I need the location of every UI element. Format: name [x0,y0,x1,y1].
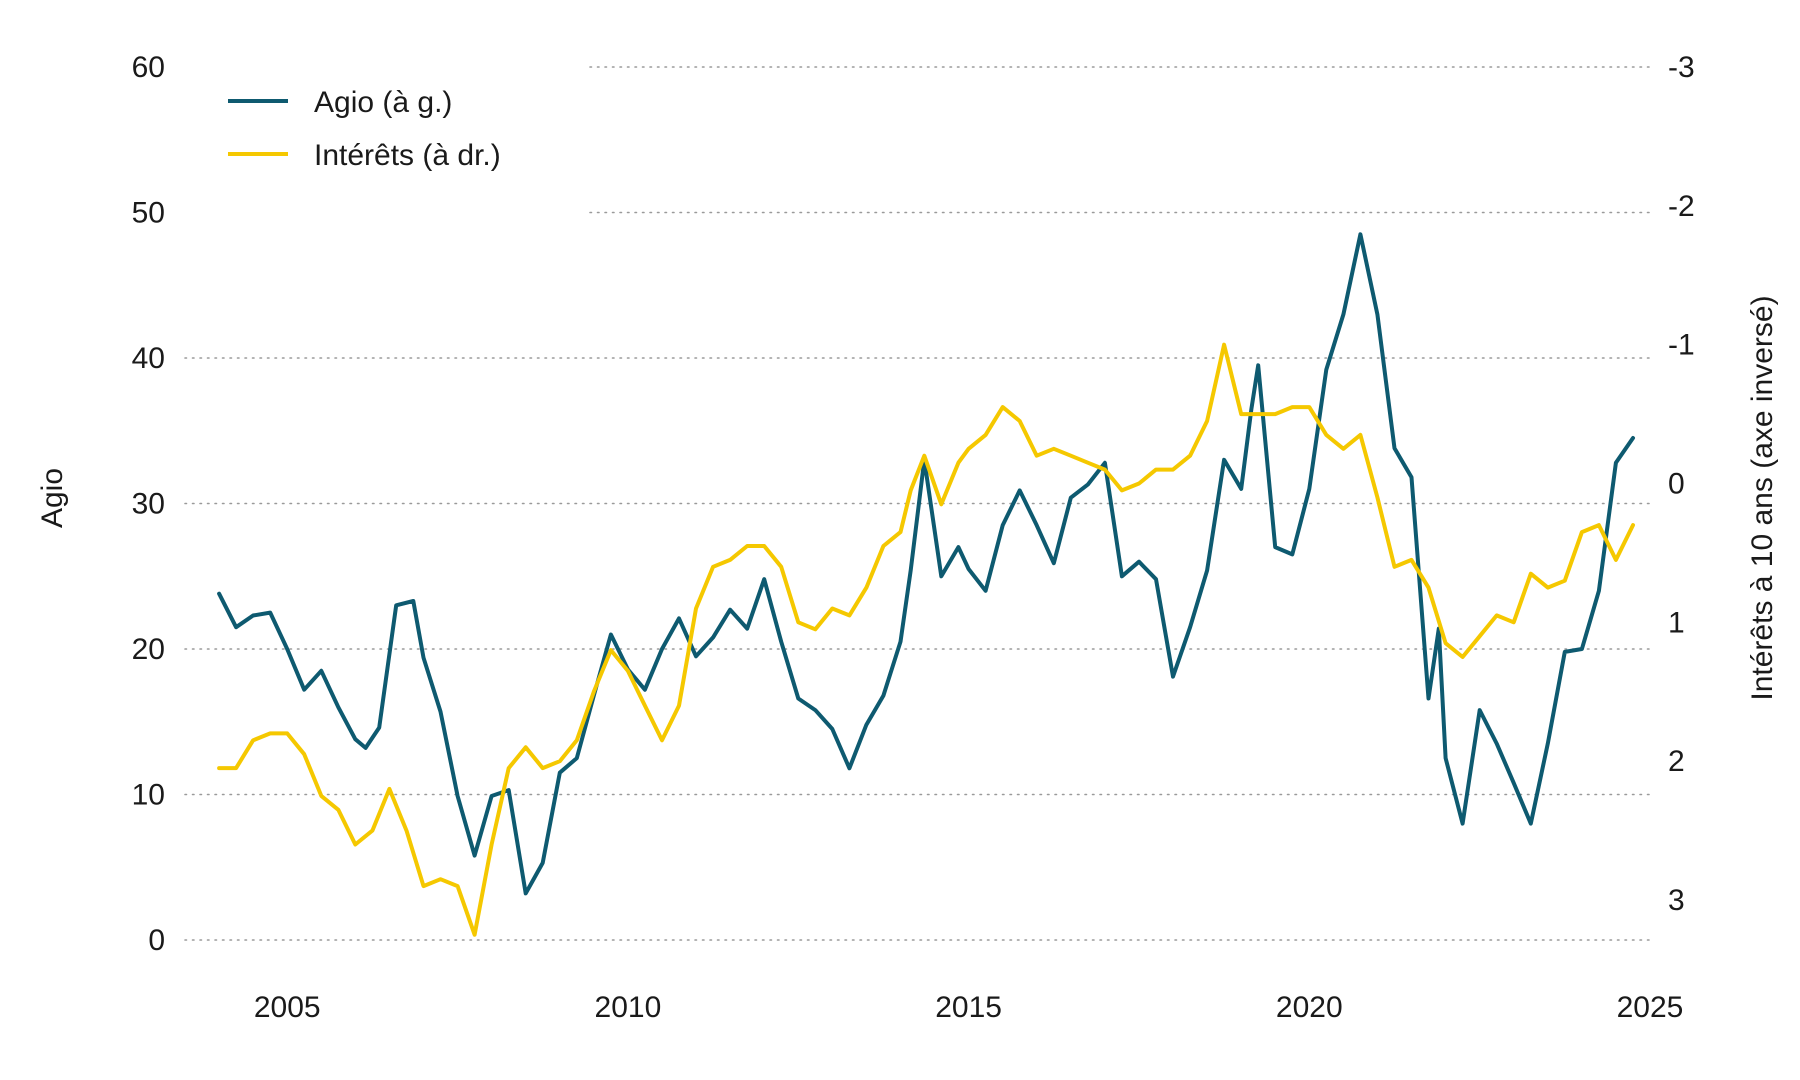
y2-tick-label: 3 [1668,884,1685,917]
y2-tick-label: -3 [1668,51,1695,84]
y2-tick-label: 2 [1668,745,1685,778]
y2-tick-label: 0 [1668,468,1685,501]
y-tick-label: 60 [132,51,165,84]
y2-tick-label: -1 [1668,329,1695,362]
y2-tick-label: 1 [1668,606,1685,639]
y-axis-left-title: Agio [36,468,69,528]
x-tick-label: 2005 [254,991,321,1024]
legend-label-agio: Agio (à g.) [314,86,452,119]
y-tick-label: 0 [148,924,165,957]
x-tick-label: 2020 [1276,991,1343,1024]
y-tick-label: 50 [132,197,165,230]
y-tick-label: 40 [132,342,165,375]
x-tick-label: 2025 [1617,991,1684,1024]
x-tick-label: 2015 [935,991,1002,1024]
y2-tick-label: -2 [1668,190,1695,223]
y-tick-label: 20 [132,633,165,666]
legend: Agio (à g.) Intérêts (à dr.) [228,86,501,172]
y-tick-label: 10 [132,779,165,812]
series-line-agio [217,232,1635,896]
y-tick-label: 30 [132,488,165,521]
legend-label-interets: Intérêts (à dr.) [314,139,501,172]
series-lines [217,232,1635,937]
y-axis-right-ticks: -3 -2 -1 0 1 2 3 [1668,51,1695,917]
x-tick-label: 2010 [595,991,662,1024]
y-axis-right-title: Intérêts à 10 ans (axe inversé) [1746,295,1779,700]
series-line-interets [217,342,1635,937]
x-axis-ticks: 2005 2010 2015 2020 2025 [254,991,1684,1024]
y-axis-left-ticks: 0 10 20 30 40 50 60 [132,51,165,957]
